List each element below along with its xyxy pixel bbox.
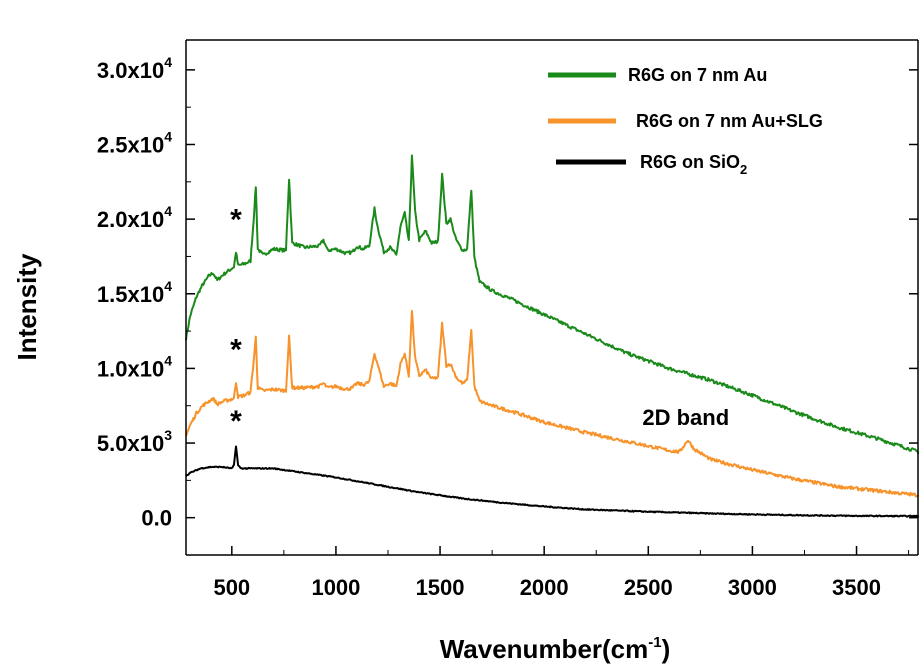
x-tick-label: 1500 bbox=[416, 575, 465, 600]
x-axis-title-suffix: ) bbox=[662, 634, 671, 664]
peak-marker: * bbox=[230, 405, 242, 438]
y-tick-label: 2.5x104 bbox=[97, 128, 172, 157]
series-layer bbox=[185, 154, 919, 518]
annotations-layer: * * * 2D band bbox=[230, 204, 729, 439]
x-axis-title: Wavenumber(cm-1) bbox=[440, 634, 671, 664]
y-tick-label: 2.0x104 bbox=[97, 203, 172, 232]
x-tick-label: 2000 bbox=[520, 575, 569, 600]
y-tick-label: 1.0x104 bbox=[97, 352, 172, 381]
x-axis-title-main: Wavenumber(cm bbox=[440, 634, 649, 664]
axes-layer bbox=[185, 39, 919, 556]
x-tick-label: 3500 bbox=[832, 575, 881, 600]
peak-marker: * bbox=[230, 204, 242, 237]
series-line bbox=[185, 445, 919, 518]
ticks-layer: 500 1000 1500 2000 2500 3000 3500 0.0 5.0x103 1.0… bbox=[97, 54, 918, 600]
y-tick-label: 3.0x104 bbox=[97, 54, 172, 83]
y-tick-label: 0.0 bbox=[141, 506, 172, 531]
series-line bbox=[185, 154, 919, 455]
x-axis-title-sup: -1 bbox=[648, 634, 661, 651]
legend-label: R6G on SiO2 bbox=[640, 152, 747, 177]
legend: R6G on 7 nm Au R6G on 7 nm Au+SLG R6G on S… bbox=[548, 65, 823, 177]
legend-label: R6G on 7 nm Au+SLG bbox=[636, 111, 823, 131]
y-axis-title: Intensity bbox=[12, 253, 42, 360]
band-annotation: 2D band bbox=[642, 405, 729, 430]
y-tick-label: 1.5x104 bbox=[97, 278, 172, 307]
peak-marker: * bbox=[230, 333, 242, 366]
x-tick-label: 2500 bbox=[624, 575, 673, 600]
y-tick-label: 5.0x103 bbox=[97, 427, 172, 456]
x-tick-label: 500 bbox=[213, 575, 250, 600]
x-tick-label: 3000 bbox=[728, 575, 777, 600]
x-tick-label: 1000 bbox=[311, 575, 360, 600]
series-line bbox=[185, 309, 919, 498]
legend-label: R6G on 7 nm Au bbox=[628, 65, 767, 85]
